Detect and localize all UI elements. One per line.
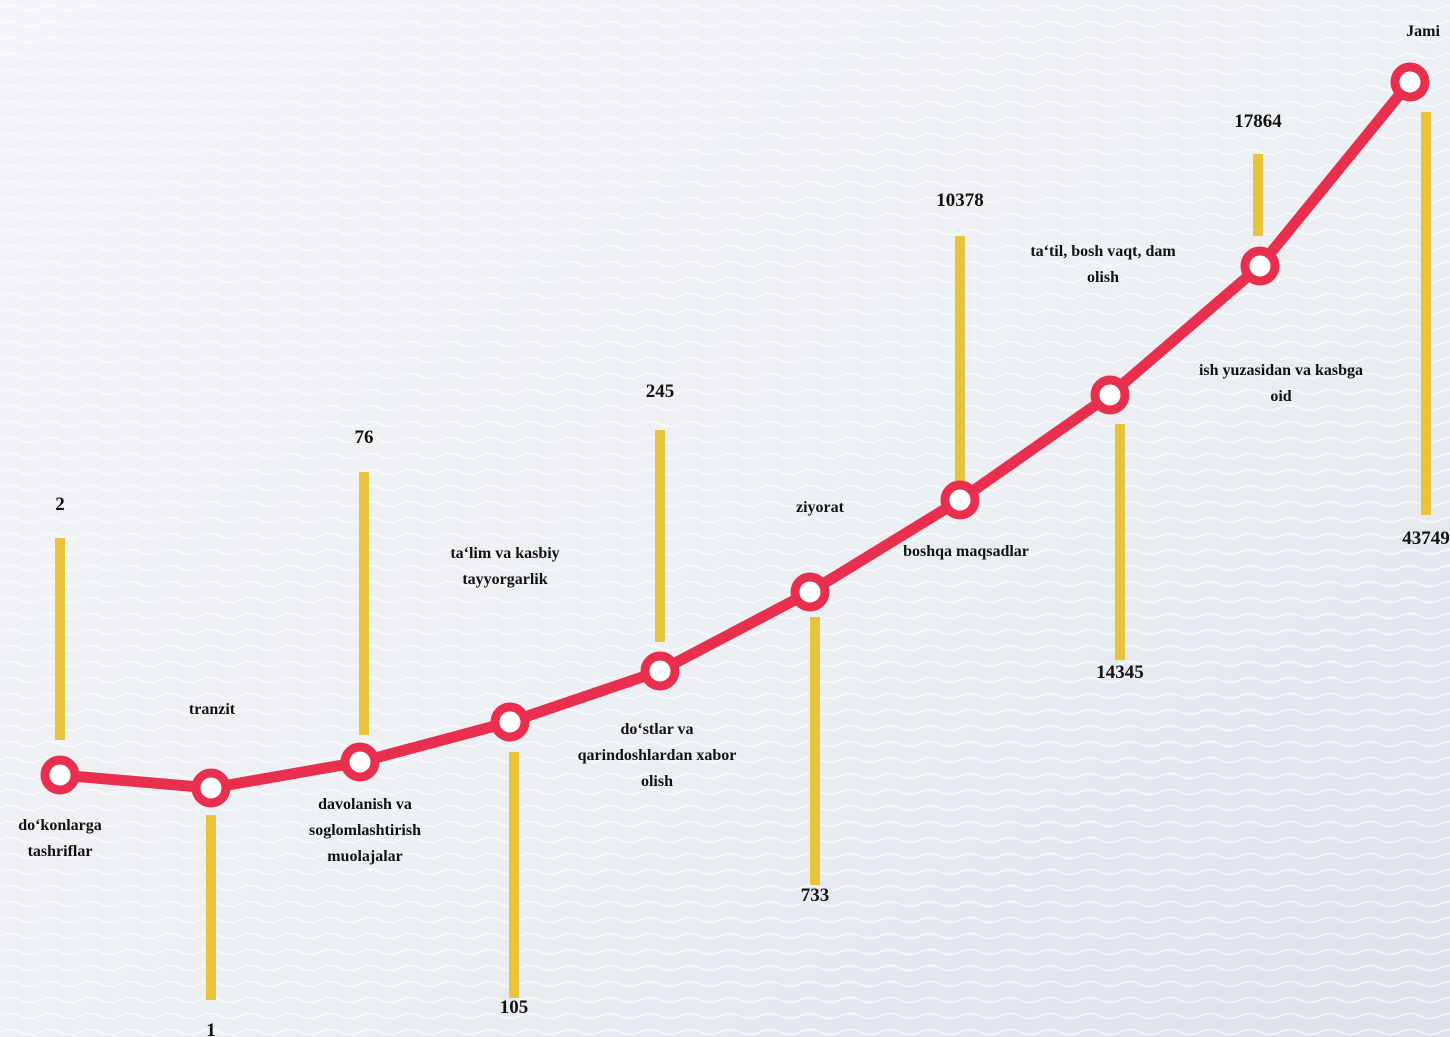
category-label: davolanish va soglomlashtirish muolajalar xyxy=(309,796,421,865)
data-point-6 xyxy=(790,572,830,612)
data-point-9 xyxy=(1240,246,1280,286)
data-point-10 xyxy=(1390,62,1430,102)
value-label: 733 xyxy=(801,885,830,906)
data-point-4 xyxy=(490,702,530,742)
category-label: Jami xyxy=(1406,23,1440,40)
value-label: 17864 xyxy=(1234,111,1282,132)
category-label: ish yuzasidan va kasbga oid xyxy=(1199,362,1363,405)
data-point-5 xyxy=(640,651,680,691)
category-label: ta‘lim va kasbiy tayyorgarlik xyxy=(450,545,559,588)
data-point-2 xyxy=(191,768,231,808)
category-label: boshqa maqsadlar xyxy=(903,543,1029,560)
series-line xyxy=(54,76,1416,794)
value-label: 105 xyxy=(500,997,529,1018)
category-label: do‘konlarga tashriflar xyxy=(18,817,102,860)
value-label: 10378 xyxy=(936,190,984,211)
data-point-1 xyxy=(40,755,80,795)
value-label: 1 xyxy=(206,1020,216,1037)
category-label: tranzit xyxy=(189,701,236,718)
data-point-8 xyxy=(1090,375,1130,415)
value-label: 14345 xyxy=(1096,662,1144,683)
category-label: do‘stlar va qarindoshlardan xabor olish xyxy=(578,721,737,790)
value-label: 2 xyxy=(55,494,65,515)
value-label: 245 xyxy=(646,381,675,402)
value-label: 76 xyxy=(355,427,374,448)
value-label: 43749 xyxy=(1402,528,1450,549)
category-label: ta‘til, bosh vaqt, dam olish xyxy=(1030,243,1176,286)
category-label: ziyorat xyxy=(796,499,845,516)
data-point-7 xyxy=(940,480,980,520)
data-point-3 xyxy=(340,742,380,782)
